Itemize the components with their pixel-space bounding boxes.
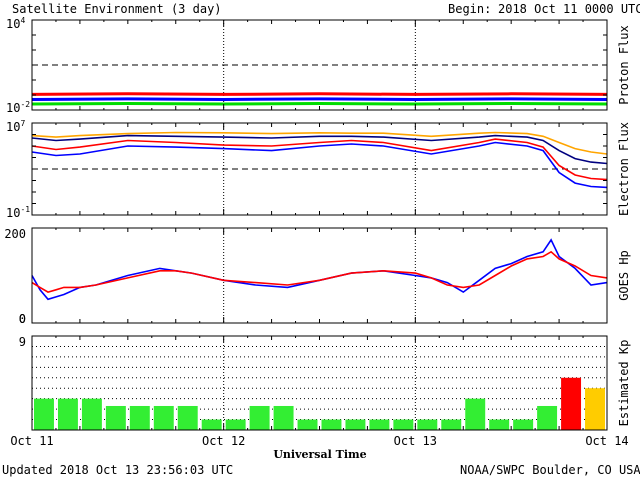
kp-bar (105, 405, 126, 430)
series-line-4 (31, 141, 608, 189)
kp-bar (345, 419, 366, 430)
x-tick-label: Oct 13 (394, 434, 437, 448)
kp-bar (321, 419, 342, 430)
kp-bar (561, 377, 582, 430)
panel-ylabel: Electron Flux (617, 122, 631, 216)
kp-bar (417, 419, 438, 430)
kp-bar (369, 419, 390, 430)
x-tick-label: Oct 11 (10, 434, 53, 448)
kp-bar (201, 419, 222, 430)
kp-bar (225, 419, 246, 430)
panel-frame (31, 227, 608, 324)
begin-label: Begin: (448, 2, 492, 16)
kp-bar (513, 419, 534, 430)
y-tick-label: 104 (6, 16, 25, 31)
x-axis-title: Universal Time (273, 448, 366, 461)
panel-ylabel: Estimated Kp (617, 340, 631, 427)
series-line-1 (31, 131, 608, 155)
panel-ylabel: GOES Hp (617, 250, 631, 301)
series-line-2 (31, 250, 608, 293)
kp-bar (297, 419, 318, 430)
kp-bar (441, 419, 462, 430)
y-tick-label: 107 (6, 119, 25, 134)
kp-bar (249, 405, 270, 430)
series-line-3 (31, 138, 608, 181)
kp-bar (393, 419, 414, 430)
series-line-2 (31, 97, 608, 102)
y-tick-label: 10-1 (6, 205, 30, 220)
kp-bar (57, 398, 78, 430)
panel-ylabel: Proton Flux (617, 25, 631, 104)
credit-text: NOAA/SWPC Boulder, CO USA (460, 463, 640, 477)
kp-bar (465, 398, 486, 430)
series-line-2 (31, 134, 608, 165)
panel-4: 9 Estimated Kp (19, 335, 631, 431)
y-tick-label: 9 (19, 335, 26, 349)
kp-bar (585, 388, 605, 430)
series-line-1 (31, 92, 608, 96)
y-tick-label: 200 (4, 227, 26, 241)
x-tick-label: Oct 12 (202, 434, 245, 448)
series-line-3 (31, 101, 608, 106)
kp-bar (153, 405, 174, 430)
panel-1: 104 10-2 Proton Flux (6, 16, 631, 115)
kp-bar (34, 398, 54, 430)
kp-bar (129, 405, 150, 430)
series-line-1 (31, 238, 608, 301)
y-tick-label: 10-2 (6, 100, 30, 115)
kp-bar (177, 405, 198, 430)
kp-bar (537, 405, 558, 430)
kp-bar (489, 419, 510, 430)
updated-timestamp: Updated 2018 Oct 13 23:56:03 UTC (2, 463, 234, 477)
panel-frame (31, 19, 608, 111)
chart-title: Satellite Environment (3 day) (12, 2, 222, 16)
panel-2: 107 10-1 Electron Flux (6, 119, 631, 220)
kp-bar (81, 398, 102, 430)
x-tick-label: Oct 14 (585, 434, 628, 448)
y-tick-label: 0 (19, 312, 26, 326)
y-tick-label: 0 (19, 312, 26, 326)
kp-bar (273, 405, 294, 430)
begin-value: 2018 Oct 11 0000 UTC (498, 2, 640, 16)
